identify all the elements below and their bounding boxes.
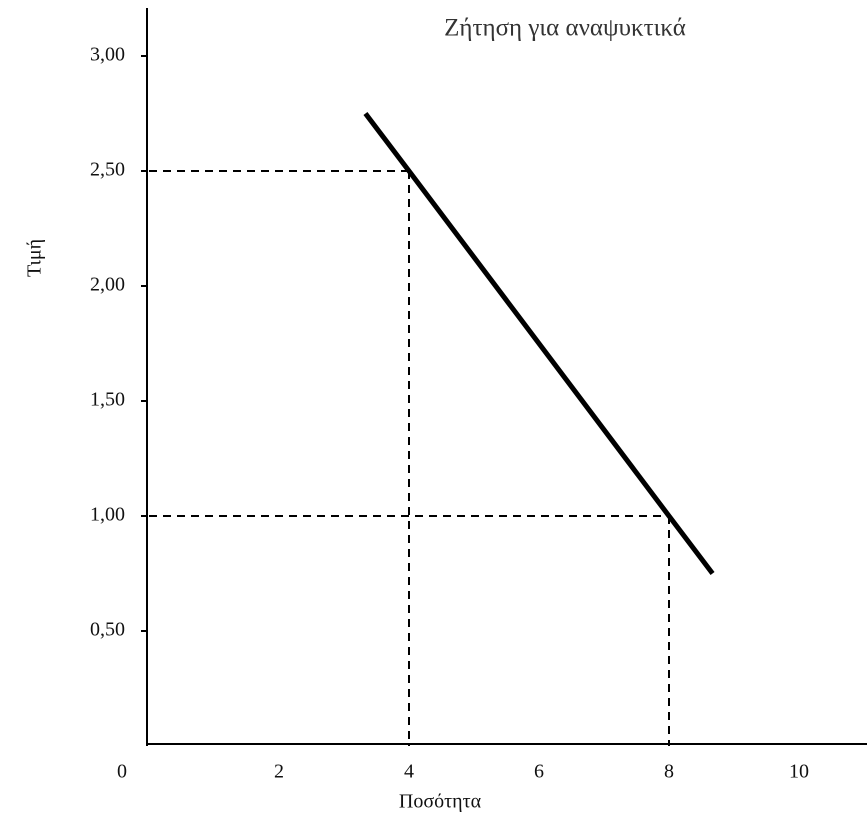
x-tick-label: 8 [664, 761, 674, 783]
x-tick-label: 6 [534, 761, 544, 783]
x-axis-label: Ποσότητα [399, 791, 482, 813]
y-tick-label: 0,50 [90, 619, 125, 641]
chart-title: Ζήτηση για αναψυκτικά [444, 15, 686, 42]
y-axis-label: Τιμή [24, 239, 46, 277]
x-tick-label: 4 [404, 761, 414, 783]
y-tick-label: 1,50 [90, 389, 125, 411]
x-tick-label: 2 [274, 761, 284, 783]
y-tick-label: 2,50 [90, 159, 125, 181]
y-tick-label: 3,00 [90, 44, 125, 66]
y-tick-label: 1,00 [90, 504, 125, 526]
y-tick-label: 2,00 [90, 274, 125, 296]
x-tick-label: 10 [789, 761, 809, 783]
x-tick-label: 0 [117, 761, 127, 783]
demand-line [363, 111, 715, 576]
